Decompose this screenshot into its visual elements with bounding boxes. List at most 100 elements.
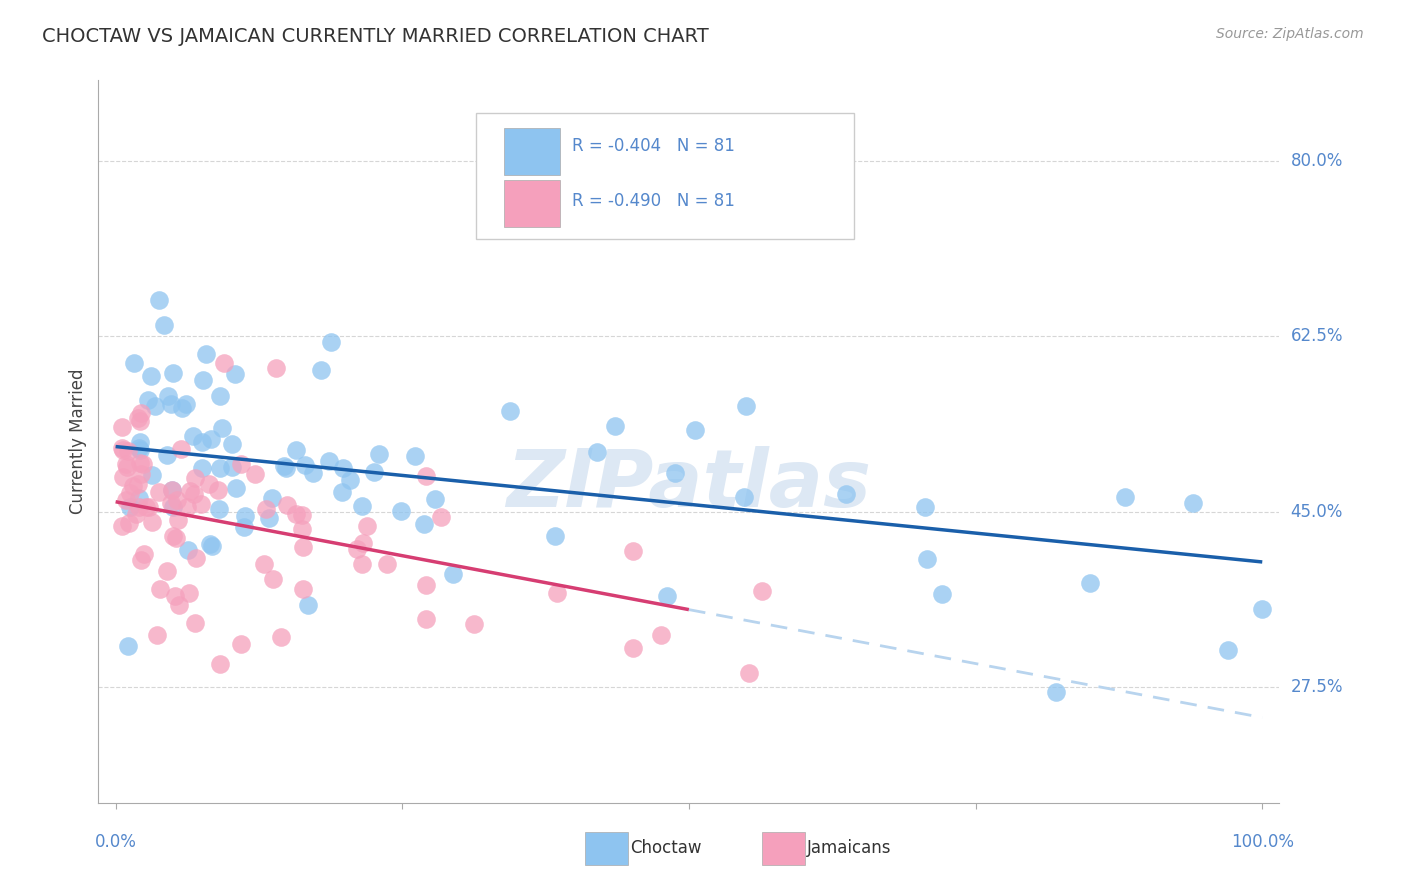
Text: 0.0%: 0.0% [94,833,136,851]
Point [190,434,212,449]
Point [207,483,229,497]
Point [145,628,167,642]
Point [389,504,412,518]
Point [156,389,179,403]
Text: 62.5%: 62.5% [1291,327,1343,345]
Text: Source: ZipAtlas.com: Source: ZipAtlas.com [1216,27,1364,41]
Point [129,406,152,420]
Point [167,599,190,613]
Point [148,582,170,596]
Point [657,589,679,603]
Point [194,346,217,360]
Point [115,457,138,471]
Point [291,508,314,522]
Point [169,442,191,456]
Point [285,507,308,521]
Point [1114,490,1136,504]
Point [193,373,215,387]
Point [274,460,297,475]
Point [128,456,150,470]
Point [603,419,626,434]
Text: CHOCTAW VS JAMAICAN CURRENTLY MARRIED CORRELATION CHART: CHOCTAW VS JAMAICAN CURRENTLY MARRIED CO… [42,27,709,45]
Point [264,360,287,375]
FancyBboxPatch shape [477,112,855,239]
Point [111,442,134,456]
Point [291,522,314,536]
Point [738,666,761,681]
Point [132,547,155,561]
Point [917,551,939,566]
Point [129,467,152,481]
Point [301,466,323,480]
Point [127,477,149,491]
Point [166,493,188,508]
Point [111,443,134,458]
Point [404,449,426,463]
Point [117,639,139,653]
Text: R = -0.490   N = 81: R = -0.490 N = 81 [572,192,735,210]
Point [131,458,153,472]
Point [330,485,353,500]
Point [311,362,333,376]
Point [172,401,194,415]
Point [292,541,315,555]
Point [243,467,266,481]
Point [415,578,437,592]
Point [229,637,252,651]
Point [209,460,232,475]
Point [162,483,184,497]
Point [284,442,307,457]
Point [159,496,181,510]
Point [181,429,204,443]
Point [198,537,221,551]
Y-axis label: Currently Married: Currently Married [69,368,87,515]
Point [1216,643,1239,657]
Point [367,447,389,461]
Point [262,491,284,505]
Point [621,543,644,558]
Point [114,493,136,508]
FancyBboxPatch shape [503,179,560,227]
Point [208,389,231,403]
Point [129,552,152,566]
Point [292,582,315,596]
Point [319,335,342,350]
Point [122,356,145,370]
Text: ZIPatlas: ZIPatlas [506,446,872,524]
Point [270,630,292,644]
Point [318,454,340,468]
Point [1078,576,1101,591]
Point [650,628,672,642]
Point [176,500,198,515]
Point [225,481,247,495]
Point [544,529,567,543]
Point [735,400,758,414]
Point [294,458,316,472]
Point [253,557,276,571]
Point [835,486,858,500]
Point [415,612,437,626]
Point [221,437,243,451]
Point [174,397,197,411]
Point [201,539,224,553]
Point [276,498,298,512]
Point [128,500,150,514]
Point [156,449,179,463]
Point [167,513,190,527]
Point [145,399,167,413]
Point [363,465,385,479]
Point [128,414,150,428]
Point [356,519,378,533]
Point [129,442,152,457]
Point [117,444,139,458]
Point [128,441,150,455]
Point [751,583,773,598]
Point [153,318,176,333]
Point [141,468,163,483]
Point [118,500,141,515]
Point [586,444,609,458]
Point [423,491,446,506]
Point [623,640,645,655]
Point [184,471,207,485]
Point [163,589,186,603]
